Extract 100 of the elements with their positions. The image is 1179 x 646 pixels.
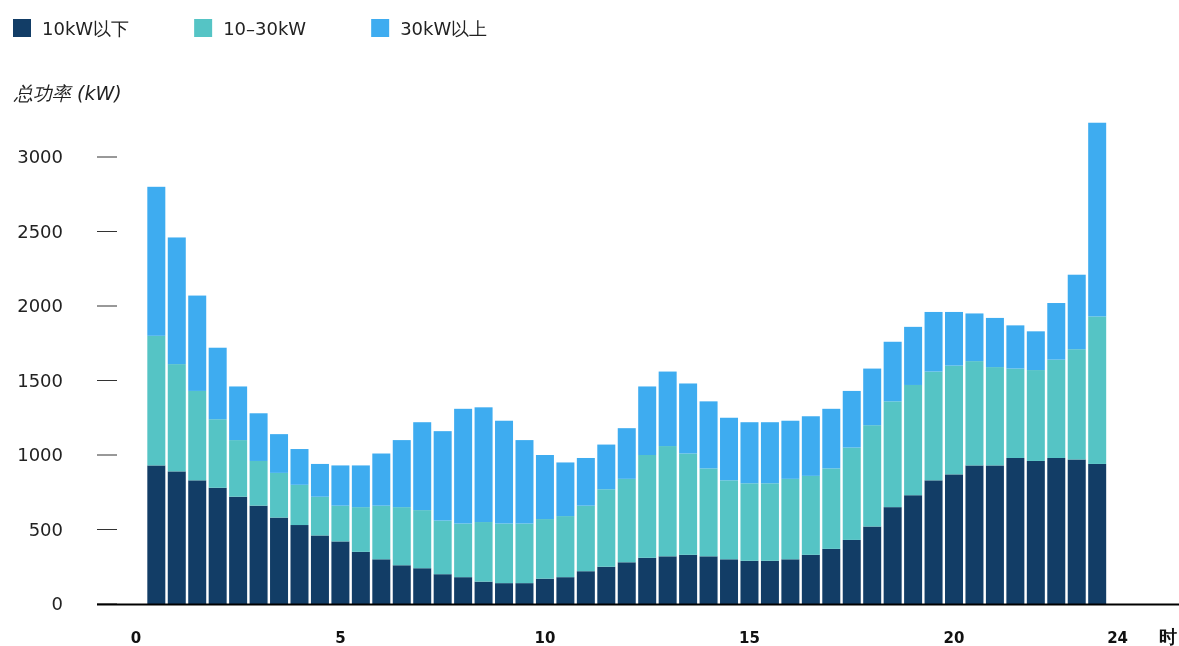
bar <box>699 468 718 557</box>
bar <box>638 557 657 604</box>
bar <box>535 455 554 520</box>
bar <box>883 401 902 508</box>
bar <box>147 186 166 336</box>
bar <box>310 535 329 604</box>
bar <box>392 565 411 604</box>
bar <box>290 449 309 485</box>
bar <box>372 505 391 560</box>
bar <box>188 480 207 604</box>
bar <box>679 383 698 454</box>
bar <box>679 554 698 604</box>
bar <box>474 522 493 582</box>
y-tick-label: 1500 <box>17 369 63 391</box>
bar <box>351 551 370 604</box>
bar <box>699 556 718 604</box>
bar <box>515 523 534 584</box>
bar <box>474 407 493 523</box>
bar <box>597 489 616 567</box>
bar <box>1006 457 1025 604</box>
bar <box>208 419 227 488</box>
bar <box>842 447 861 540</box>
bar <box>842 539 861 604</box>
bar <box>249 505 268 604</box>
bar <box>556 462 575 517</box>
x-tick-label: 15 <box>739 629 760 646</box>
bar <box>413 568 432 604</box>
bar <box>679 453 698 555</box>
bar <box>760 560 779 604</box>
bar <box>617 562 636 604</box>
bar <box>699 401 718 469</box>
bar <box>167 364 186 472</box>
bar <box>781 420 800 479</box>
bar <box>413 510 432 569</box>
bar <box>985 317 1004 368</box>
bar <box>208 347 227 420</box>
bar <box>883 341 902 402</box>
bar <box>167 237 186 365</box>
y-tick-label: 2000 <box>17 295 63 316</box>
bar <box>1067 274 1086 350</box>
bar <box>1026 331 1045 371</box>
bar <box>576 571 595 604</box>
bar <box>720 480 739 560</box>
bar <box>781 559 800 604</box>
bar <box>945 311 964 366</box>
bar <box>229 440 248 497</box>
bar <box>904 495 923 604</box>
bar <box>535 519 554 579</box>
legend-label: 30kW以上 <box>400 18 488 39</box>
bar <box>454 408 473 524</box>
y-tick-label: 0 <box>51 593 63 614</box>
bar <box>904 326 923 385</box>
bar <box>863 526 882 604</box>
bar <box>740 560 759 604</box>
bar <box>351 465 370 508</box>
y-tick-label: 1000 <box>17 444 63 465</box>
bar <box>760 483 779 561</box>
bar <box>842 390 861 448</box>
bar <box>740 483 759 561</box>
bar <box>495 523 514 584</box>
bar <box>801 416 820 476</box>
bar <box>1006 325 1025 369</box>
x-tick-label: 0 <box>130 629 142 646</box>
bar <box>147 465 166 604</box>
bar <box>658 371 677 447</box>
bar <box>883 507 902 604</box>
bar <box>229 496 248 604</box>
bar <box>801 475 820 555</box>
bar <box>1088 316 1107 464</box>
bar <box>229 386 248 441</box>
bar <box>1047 303 1066 360</box>
bar <box>863 368 882 426</box>
x-tick-label: 5 <box>335 629 346 646</box>
bar <box>1047 457 1066 604</box>
bar <box>1047 359 1066 458</box>
bar <box>658 556 677 604</box>
bar <box>331 541 350 604</box>
bar <box>515 440 534 524</box>
bar <box>270 517 289 604</box>
bar <box>863 425 882 527</box>
bar <box>556 577 575 604</box>
x-axis-title: 时 <box>1159 626 1177 646</box>
x-tick-label: 10 <box>534 629 556 646</box>
bar <box>351 507 370 552</box>
bar <box>1088 463 1107 604</box>
bar <box>1026 370 1045 461</box>
bar <box>433 431 452 521</box>
bar <box>965 313 984 362</box>
bar <box>433 520 452 575</box>
bar <box>617 478 636 563</box>
bar <box>372 559 391 604</box>
y-tick-label: 500 <box>28 518 63 540</box>
bar <box>392 507 411 566</box>
bar <box>965 361 984 466</box>
bar <box>720 559 739 604</box>
bar <box>638 455 657 558</box>
bar <box>822 408 841 469</box>
legend-label: 10–30kW <box>223 18 307 39</box>
bar <box>515 583 534 604</box>
bar <box>822 548 841 604</box>
